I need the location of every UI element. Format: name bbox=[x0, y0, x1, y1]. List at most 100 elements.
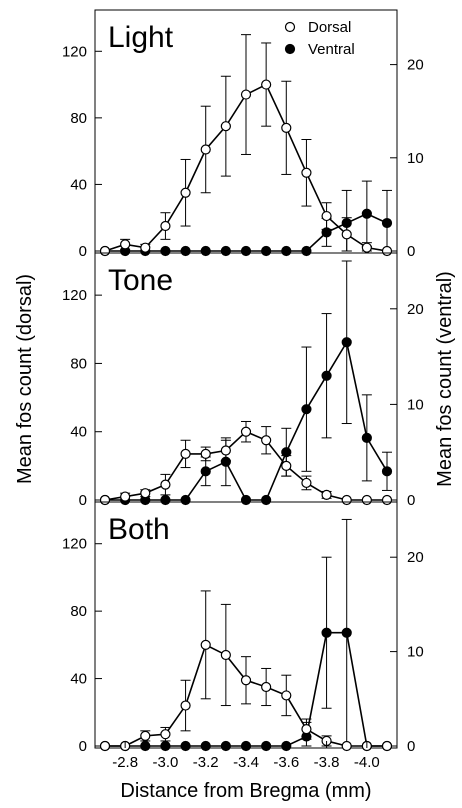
legend-marker bbox=[284, 21, 296, 33]
series-ventral bbox=[99, 260, 393, 506]
data-point bbox=[180, 494, 191, 506]
data-point bbox=[120, 239, 131, 250]
data-point bbox=[220, 649, 231, 661]
data-point bbox=[321, 210, 332, 222]
data-point bbox=[261, 681, 272, 693]
right-tick-label: 20 bbox=[407, 57, 424, 74]
left-tick-label: 0 bbox=[79, 243, 87, 260]
data-point bbox=[321, 370, 332, 381]
data-point bbox=[180, 740, 191, 752]
x-tick-label: -3.2 bbox=[193, 754, 219, 771]
data-point bbox=[160, 494, 171, 506]
left-tick-label: 80 bbox=[70, 355, 87, 372]
series-dorsal bbox=[99, 420, 393, 506]
panel-both: 0 40 80 120 0 10 20 Both bbox=[62, 501, 424, 755]
left-tick-label: 120 bbox=[62, 287, 87, 304]
data-point bbox=[160, 729, 171, 740]
data-point bbox=[99, 245, 111, 257]
data-point bbox=[180, 245, 191, 257]
data-point bbox=[381, 245, 393, 257]
data-point bbox=[281, 690, 292, 701]
series-dorsal bbox=[99, 34, 393, 257]
data-point bbox=[301, 477, 312, 489]
right-tick-label: 0 bbox=[407, 243, 415, 260]
data-point bbox=[220, 245, 231, 257]
data-point bbox=[261, 494, 272, 506]
data-point bbox=[180, 448, 191, 460]
data-point bbox=[341, 627, 352, 638]
data-point bbox=[281, 245, 292, 257]
panel-title: Light bbox=[108, 21, 174, 54]
data-point bbox=[381, 217, 393, 229]
left-tick-label: 120 bbox=[62, 536, 87, 553]
data-point bbox=[99, 740, 111, 752]
data-point bbox=[281, 122, 292, 133]
data-point bbox=[301, 167, 312, 178]
data-point bbox=[341, 337, 352, 348]
data-point bbox=[301, 724, 312, 735]
data-point bbox=[261, 740, 272, 752]
panel-light: 0 40 80 120 0 10 20 Light bbox=[62, 9, 424, 260]
data-point bbox=[261, 435, 272, 446]
right-tick-label: 0 bbox=[407, 492, 415, 509]
data-point bbox=[361, 494, 372, 506]
data-point bbox=[180, 700, 191, 711]
data-point bbox=[140, 242, 151, 253]
data-point bbox=[160, 220, 171, 232]
data-point bbox=[220, 445, 231, 456]
data-point bbox=[200, 144, 211, 155]
data-point bbox=[341, 494, 352, 506]
legend-label: Dorsal bbox=[308, 19, 351, 36]
x-tick-label: -4.0 bbox=[354, 754, 380, 771]
data-point bbox=[140, 730, 151, 741]
data-point bbox=[200, 466, 211, 477]
data-point bbox=[220, 740, 231, 752]
panel-title: Tone bbox=[108, 264, 173, 297]
left-tick-label: 80 bbox=[70, 603, 87, 620]
data-point bbox=[200, 448, 211, 460]
data-point bbox=[200, 245, 211, 257]
data-point bbox=[321, 627, 332, 638]
x-tick-label: -3.8 bbox=[314, 754, 340, 771]
data-point bbox=[341, 229, 352, 240]
data-point bbox=[140, 740, 151, 752]
x-tick-label: -3.0 bbox=[152, 754, 178, 771]
x-tick-label: -2.8 bbox=[112, 754, 138, 771]
data-point bbox=[240, 89, 252, 100]
data-point bbox=[361, 432, 372, 443]
panel-title: Both bbox=[108, 513, 170, 546]
data-point bbox=[240, 426, 252, 437]
data-point bbox=[381, 466, 393, 477]
data-point bbox=[341, 740, 352, 752]
right-tick-label: 20 bbox=[407, 301, 424, 318]
series-dorsal bbox=[99, 590, 393, 752]
data-point bbox=[240, 494, 252, 506]
data-point bbox=[160, 245, 171, 257]
data-point bbox=[301, 245, 312, 257]
data-point bbox=[140, 488, 151, 499]
left-tick-label: 0 bbox=[79, 738, 87, 755]
data-point bbox=[321, 489, 332, 500]
data-point bbox=[220, 121, 231, 132]
legend: Dorsal Ventral bbox=[284, 19, 355, 58]
right-tick-label: 10 bbox=[407, 396, 424, 413]
right-tick-label: 10 bbox=[407, 150, 424, 167]
left-tick-label: 40 bbox=[70, 671, 87, 688]
data-point bbox=[301, 404, 312, 415]
x-axis-title: Distance from Bregma (mm) bbox=[120, 780, 371, 802]
x-tick-label: -3.6 bbox=[273, 754, 299, 771]
series-ventral bbox=[99, 518, 393, 752]
data-point bbox=[240, 675, 252, 686]
data-point bbox=[261, 245, 272, 257]
right-tick-label: 20 bbox=[407, 549, 424, 566]
data-point bbox=[361, 208, 372, 219]
data-point bbox=[381, 740, 393, 752]
left-tick-label: 40 bbox=[70, 424, 87, 441]
data-point bbox=[160, 479, 171, 490]
left-tick-label: 80 bbox=[70, 110, 87, 127]
legend-label: Ventral bbox=[308, 41, 355, 58]
data-point bbox=[261, 79, 272, 90]
right-axis-title: Mean fos count (ventral) bbox=[434, 271, 456, 487]
data-point bbox=[180, 187, 191, 198]
